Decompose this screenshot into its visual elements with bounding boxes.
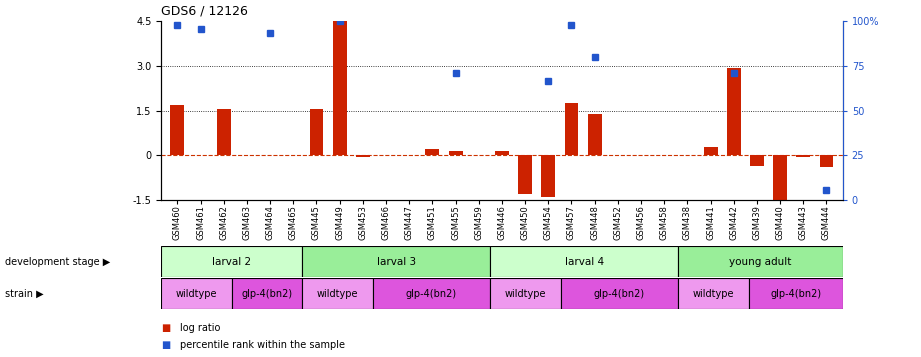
Text: strain ▶: strain ▶	[5, 288, 43, 299]
Bar	[426, 149, 439, 155]
FancyBboxPatch shape	[161, 246, 302, 277]
Bar	[797, 155, 810, 157]
FancyBboxPatch shape	[749, 278, 843, 309]
Text: glp-4(bn2): glp-4(bn2)	[406, 288, 457, 299]
Bar	[356, 155, 370, 157]
FancyBboxPatch shape	[373, 278, 490, 309]
Text: glp-4(bn2): glp-4(bn2)	[241, 288, 293, 299]
Bar	[519, 155, 532, 194]
FancyBboxPatch shape	[678, 278, 749, 309]
Text: larval 2: larval 2	[212, 256, 251, 267]
Bar	[773, 155, 787, 203]
Bar	[542, 155, 555, 197]
Bar	[727, 69, 740, 155]
Text: larval 3: larval 3	[377, 256, 415, 267]
Text: wildtype: wildtype	[317, 288, 358, 299]
FancyBboxPatch shape	[302, 278, 373, 309]
FancyBboxPatch shape	[302, 246, 490, 277]
Text: glp-4(bn2): glp-4(bn2)	[770, 288, 822, 299]
Text: wildtype: wildtype	[693, 288, 734, 299]
Text: young adult: young adult	[729, 256, 792, 267]
FancyBboxPatch shape	[232, 278, 302, 309]
FancyBboxPatch shape	[678, 246, 843, 277]
Bar	[170, 105, 184, 155]
Bar	[216, 109, 231, 155]
FancyBboxPatch shape	[161, 278, 232, 309]
FancyBboxPatch shape	[490, 246, 678, 277]
Text: GDS6 / 12126: GDS6 / 12126	[161, 5, 248, 18]
Text: ■: ■	[161, 323, 170, 333]
Bar	[820, 155, 834, 167]
Text: larval 4: larval 4	[565, 256, 604, 267]
Text: development stage ▶: development stage ▶	[5, 256, 110, 267]
Text: glp-4(bn2): glp-4(bn2)	[594, 288, 645, 299]
Bar	[309, 109, 323, 155]
Text: percentile rank within the sample: percentile rank within the sample	[180, 340, 344, 350]
Text: log ratio: log ratio	[180, 323, 220, 333]
Bar	[704, 147, 717, 155]
Bar	[449, 151, 462, 155]
Text: ■: ■	[161, 340, 170, 350]
Bar	[495, 151, 509, 155]
Text: wildtype: wildtype	[505, 288, 546, 299]
Bar	[588, 114, 601, 155]
Text: wildtype: wildtype	[176, 288, 217, 299]
FancyBboxPatch shape	[561, 278, 678, 309]
FancyBboxPatch shape	[490, 278, 561, 309]
Bar	[565, 103, 578, 155]
Bar	[332, 21, 346, 155]
Bar	[750, 155, 764, 166]
